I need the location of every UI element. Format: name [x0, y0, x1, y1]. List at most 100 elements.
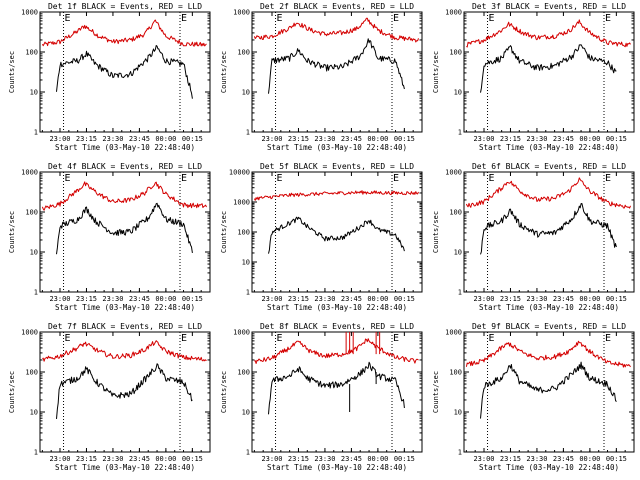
x-tick-label: 23:00 — [261, 455, 282, 463]
y-tick-label: 1 — [34, 449, 38, 457]
y-tick-label: 100 — [237, 49, 250, 57]
y-tick-label: 100 — [449, 209, 462, 217]
y-axis-label: Counts/sec — [220, 51, 228, 93]
panel-title: Det 6f BLACK = Events, RED = LLD — [472, 162, 626, 171]
y-tick-label: 10 — [454, 89, 462, 97]
plot-frame — [463, 171, 635, 293]
lld-series-line — [41, 19, 207, 47]
y-tick-label: 1 — [246, 289, 250, 297]
events-series-line — [480, 44, 617, 93]
x-tick-label: 23:30 — [102, 295, 123, 303]
x-tick-label: 00:15 — [394, 295, 415, 303]
y-tick-label: 100 — [25, 209, 38, 217]
x-tick-label: 00:15 — [606, 135, 627, 143]
events-series-line — [480, 203, 617, 255]
y-tick-label: 1 — [246, 449, 250, 457]
x-tick-label: 00:00 — [155, 295, 176, 303]
boundary-marker-label: E — [181, 173, 187, 184]
y-tick-label: 10 — [242, 259, 250, 267]
y-tick-label: 1000 — [233, 9, 250, 17]
events-series-line — [56, 45, 193, 99]
events-series-line — [268, 216, 405, 254]
panel-title: Det 5f BLACK = Events, RED = LLD — [260, 162, 414, 171]
x-tick-label: 23:45 — [341, 295, 362, 303]
x-axis-label: Start Time (03-May-10 22:48:40) — [479, 303, 619, 312]
x-tick-label: 00:15 — [606, 295, 627, 303]
y-tick-label: 1000 — [445, 169, 462, 177]
x-tick-label: 23:15 — [76, 455, 97, 463]
plot-frame — [251, 171, 423, 293]
x-tick-label: 00:00 — [155, 135, 176, 143]
y-tick-label: 1000 — [21, 329, 38, 337]
plot-frame — [463, 11, 635, 133]
panel-5: Det 5f BLACK = Events, RED = LLD 1 10 100 10… — [220, 162, 423, 312]
x-tick-label: 00:15 — [182, 135, 203, 143]
x-tick-label: 23:15 — [288, 295, 309, 303]
x-tick-label: 23:45 — [553, 135, 574, 143]
boundary-marker-label: E — [489, 333, 495, 344]
x-tick-label: 23:30 — [102, 135, 123, 143]
y-axis-label: Counts/sec — [432, 371, 440, 413]
lld-series-line — [465, 340, 631, 368]
plot-frame — [39, 11, 211, 133]
x-tick-label: 23:15 — [500, 295, 521, 303]
x-axis-label: Start Time (03-May-10 22:48:40) — [55, 463, 195, 472]
y-tick-label: 10 — [30, 89, 38, 97]
events-series-line — [56, 363, 193, 419]
lld-series-line — [465, 177, 631, 209]
panel-2: Det 2f BLACK = Events, RED = LLD 1 10 100 10… — [220, 2, 423, 152]
y-tick-label: 1 — [246, 129, 250, 137]
boundary-marker-label: E — [277, 13, 283, 24]
x-tick-label: 23:45 — [553, 295, 574, 303]
y-tick-label: 100 — [25, 369, 38, 377]
x-tick-label: 00:15 — [394, 135, 415, 143]
y-tick-label: 100 — [237, 369, 250, 377]
y-tick-label: 1 — [34, 129, 38, 137]
y-tick-label: 100 — [237, 229, 250, 237]
x-tick-label: 23:30 — [526, 135, 547, 143]
y-tick-label: 10 — [454, 409, 462, 417]
x-tick-label: 23:45 — [553, 455, 574, 463]
y-axis-label: Counts/sec — [220, 211, 228, 253]
y-tick-label: 1000 — [233, 199, 250, 207]
x-tick-label: 23:30 — [526, 295, 547, 303]
x-tick-label: 23:15 — [288, 455, 309, 463]
boundary-marker-label: E — [393, 333, 399, 344]
y-axis-label: Counts/sec — [8, 371, 16, 413]
x-tick-label: 00:00 — [579, 135, 600, 143]
events-series-line — [56, 202, 193, 255]
x-tick-label: 00:15 — [182, 295, 203, 303]
y-tick-label: 1000 — [21, 169, 38, 177]
x-tick-label: 23:30 — [102, 455, 123, 463]
panel-9: Det 9f BLACK = Events, RED = LLD 1 10 100 10… — [432, 322, 635, 472]
x-tick-label: 23:15 — [288, 135, 309, 143]
x-tick-label: 00:00 — [579, 455, 600, 463]
y-tick-label: 100 — [449, 49, 462, 57]
x-tick-label: 23:15 — [500, 135, 521, 143]
plot-frame — [463, 331, 635, 453]
plot-frame — [251, 11, 423, 133]
y-tick-label: 10 — [242, 89, 250, 97]
x-tick-label: 23:30 — [314, 135, 335, 143]
boundary-marker-label: E — [181, 333, 187, 344]
panel-4: Det 4f BLACK = Events, RED = LLD 1 10 100 10… — [8, 162, 211, 312]
x-tick-label: 23:45 — [341, 135, 362, 143]
y-tick-label: 10000 — [229, 169, 250, 177]
boundary-marker-label: E — [605, 173, 611, 184]
events-series-line — [268, 361, 405, 415]
x-axis-label: Start Time (03-May-10 22:48:40) — [267, 463, 407, 472]
y-tick-label: 10 — [30, 409, 38, 417]
y-tick-label: 1 — [458, 289, 462, 297]
x-tick-label: 23:00 — [473, 135, 494, 143]
x-axis-label: Start Time (03-May-10 22:48:40) — [55, 303, 195, 312]
y-axis-label: Counts/sec — [8, 211, 16, 253]
y-tick-label: 10 — [454, 249, 462, 257]
x-axis-label: Start Time (03-May-10 22:48:40) — [479, 463, 619, 472]
x-tick-label: 23:45 — [129, 295, 150, 303]
boundary-marker-label: E — [277, 173, 283, 184]
lld-series-line — [253, 17, 419, 43]
x-axis-label: Start Time (03-May-10 22:48:40) — [479, 143, 619, 152]
panel-1: Det 1f BLACK = Events, RED = LLD 1 10 100 10… — [8, 2, 211, 152]
boundary-marker-label: E — [489, 13, 495, 24]
x-tick-label: 23:30 — [314, 455, 335, 463]
